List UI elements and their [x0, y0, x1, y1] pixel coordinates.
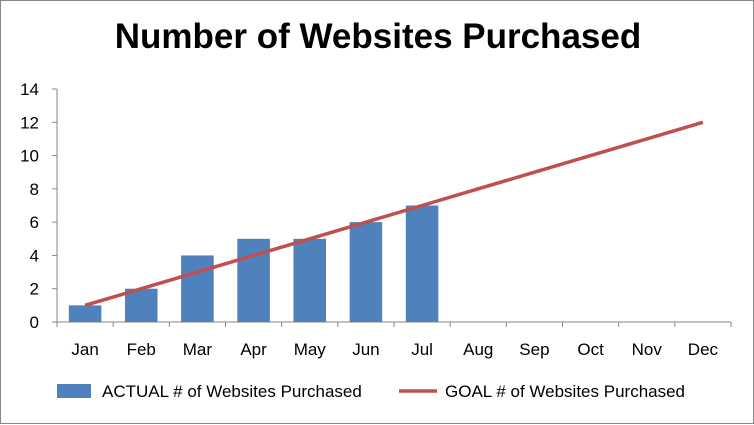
bar-actual-jan [68, 305, 102, 322]
chart-title: Number of Websites Purchased [114, 17, 642, 56]
y-tick-label: 0 [30, 313, 39, 332]
y-tick-label: 2 [30, 280, 39, 299]
x-tick-label: Mar [183, 340, 213, 359]
bar-actual-mar [181, 255, 214, 322]
x-tick-label: Jun [352, 340, 379, 359]
bar-actual-jul [405, 205, 439, 322]
x-tick-label: Jan [71, 340, 98, 359]
x-tick-label: Feb [127, 340, 156, 359]
x-tick-label: May [294, 340, 327, 359]
y-tick-label: 14 [20, 80, 39, 99]
goal-line-group [84, 120, 704, 308]
goal-line [84, 120, 704, 308]
x-tick-label: Oct [577, 340, 604, 359]
legend-label-actual: ACTUAL # of Websites Purchased [102, 382, 362, 401]
x-tick-label: Dec [688, 340, 719, 359]
y-tick-label: 8 [30, 180, 39, 199]
x-tick-label: Aug [463, 340, 493, 359]
x-tick-label: Apr [240, 340, 267, 359]
legend-label-goal: GOAL # of Websites Purchased [445, 382, 685, 401]
axes: 0 2 4 6 8 10 12 14 Jan Feb Mar Apr May Jun Jul Aug Sep Oc… [20, 80, 732, 359]
bar-actual-feb [124, 288, 158, 322]
x-tick-label: Nov [632, 340, 663, 359]
x-tick-label: Sep [519, 340, 549, 359]
y-tick-label: 6 [30, 213, 39, 232]
bars [68, 205, 439, 322]
legend: ACTUAL # of Websites Purchased GOAL # of … [57, 382, 685, 401]
x-tick-label: Jul [411, 340, 433, 359]
y-tick-label: 10 [20, 147, 39, 166]
y-tick-label: 4 [30, 246, 39, 265]
y-tick-label: 12 [20, 113, 39, 132]
bar-actual-may [293, 238, 327, 322]
legend-swatch-actual [57, 384, 91, 398]
bar-actual-jun [349, 222, 383, 322]
